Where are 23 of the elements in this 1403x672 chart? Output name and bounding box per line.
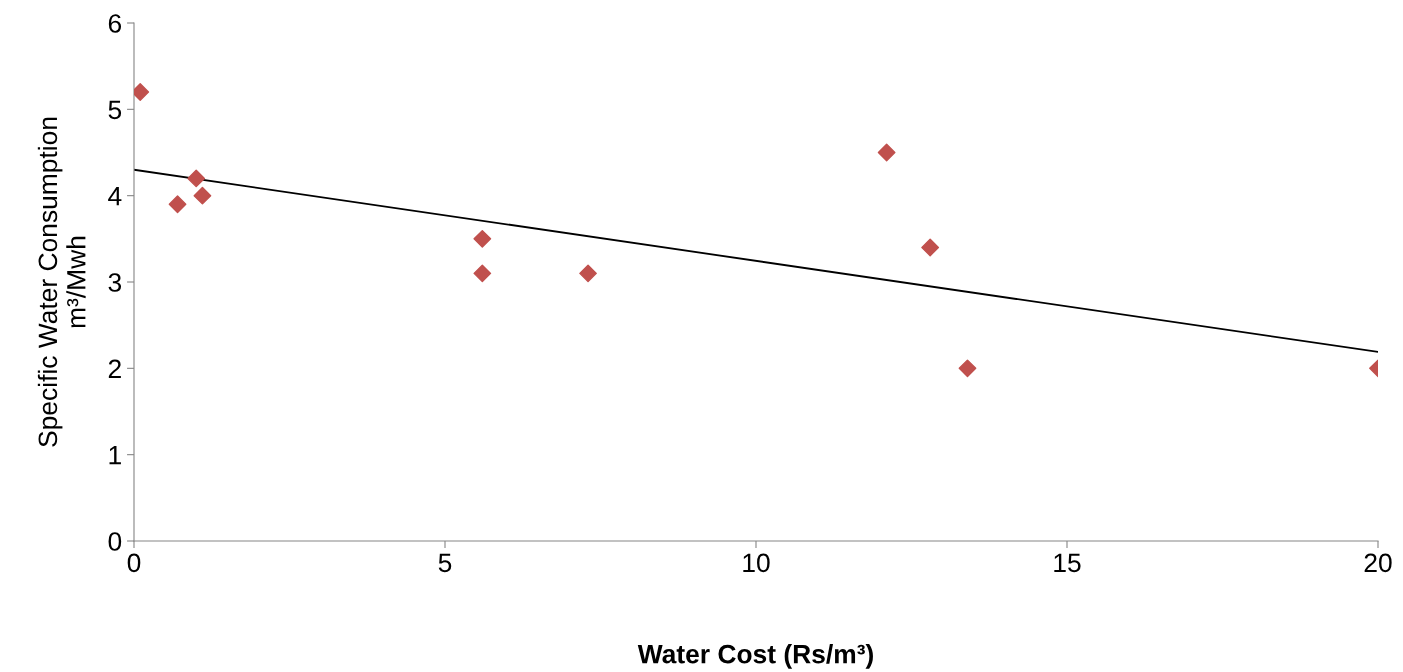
point — [193, 186, 212, 205]
y-axis-title: Specific Water Consumption m³/Mwh — [37, 117, 86, 447]
x-tick-label: 0 — [127, 553, 141, 573]
y-tick-label: 5 — [108, 100, 122, 120]
point — [187, 169, 206, 188]
point — [921, 238, 940, 257]
point — [958, 359, 977, 378]
point — [473, 229, 492, 248]
y-tick-label: 6 — [108, 14, 122, 33]
y-tick-label: 2 — [108, 359, 121, 378]
y-tick-label: 3 — [108, 273, 122, 292]
x-tick-label: 10 — [743, 553, 770, 573]
point — [473, 264, 492, 283]
point — [168, 195, 187, 214]
x-tick-label: 5 — [438, 553, 452, 573]
y-tick-label: 0 — [108, 532, 122, 551]
x-tick-label: 20 — [1364, 553, 1392, 573]
x-axis-title: Water Cost (Rs/m³) — [637, 644, 873, 669]
point — [877, 143, 896, 162]
y-tick-label: 4 — [108, 187, 122, 206]
x-tick-label: 15 — [1054, 553, 1081, 573]
point — [579, 264, 597, 283]
y-tick-label: 1 — [109, 446, 121, 465]
